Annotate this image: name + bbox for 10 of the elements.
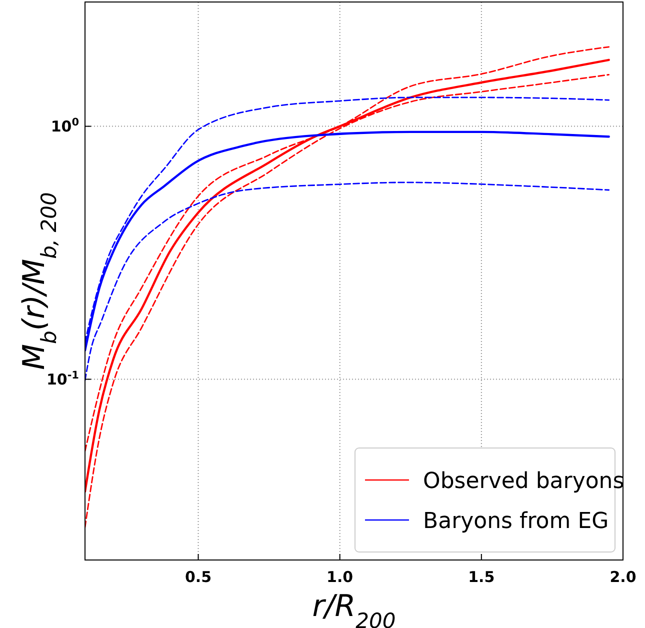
- y-tick-label: 10$^{-1}$: [46, 369, 79, 388]
- legend-label: Baryons from EG: [423, 509, 609, 534]
- x-tick-label: 1.0: [326, 568, 354, 586]
- legend-label: Observed baryons: [423, 469, 624, 494]
- line-series: [85, 182, 610, 382]
- x-tick-label: 2.0: [610, 568, 636, 586]
- x-tick-label: 0.5: [184, 568, 212, 586]
- x-axis-title: r/R$_{200}$: [312, 589, 396, 628]
- x-tick-label: 1.5: [468, 568, 495, 586]
- y-tick-label: 10$^{0}$: [50, 116, 79, 136]
